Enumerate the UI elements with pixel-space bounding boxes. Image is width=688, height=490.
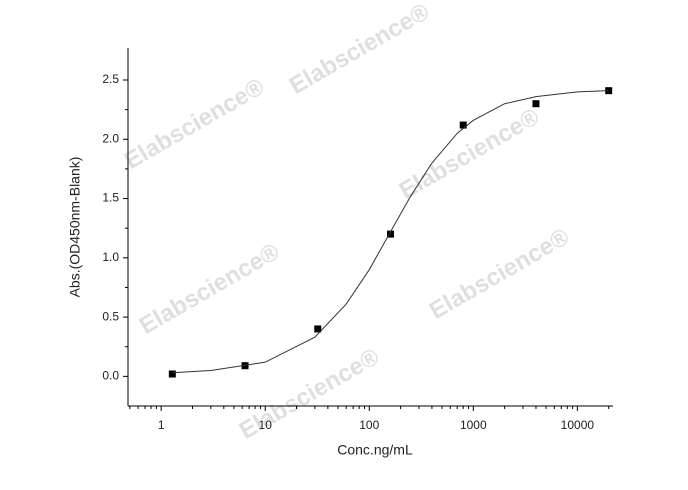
x-axis-title: Conc.ng/mL xyxy=(337,442,413,458)
data-point xyxy=(459,121,467,129)
y-tick-label: 2.5 xyxy=(102,72,119,86)
y-tick-label: 0.0 xyxy=(102,369,119,383)
y-tick-label: 1.5 xyxy=(102,191,119,205)
x-tick-label: 1000 xyxy=(460,418,487,432)
y-tick-label: 1.0 xyxy=(102,250,119,264)
y-tick-label: 0.5 xyxy=(102,309,119,323)
data-point xyxy=(168,370,176,378)
y-tick-label: 2.0 xyxy=(102,131,119,145)
watermark: Elabscience® xyxy=(425,223,574,325)
y-axis-title: Abs.(OD450nm-Blank) xyxy=(67,157,83,298)
data-point xyxy=(605,87,613,95)
data-point xyxy=(314,325,322,333)
watermark: Elabscience® xyxy=(135,238,284,340)
data-point xyxy=(387,230,395,238)
x-tick-label: 1 xyxy=(158,418,165,432)
x-tick-label: 10000 xyxy=(561,418,595,432)
watermark: Elabscience® xyxy=(285,0,434,100)
data-point xyxy=(532,100,540,108)
watermark: Elabscience® xyxy=(120,73,269,175)
watermark: Elabscience® xyxy=(395,103,544,205)
x-tick-label: 10 xyxy=(259,418,273,432)
fit-curve xyxy=(172,90,609,374)
x-tick-label: 100 xyxy=(359,418,379,432)
